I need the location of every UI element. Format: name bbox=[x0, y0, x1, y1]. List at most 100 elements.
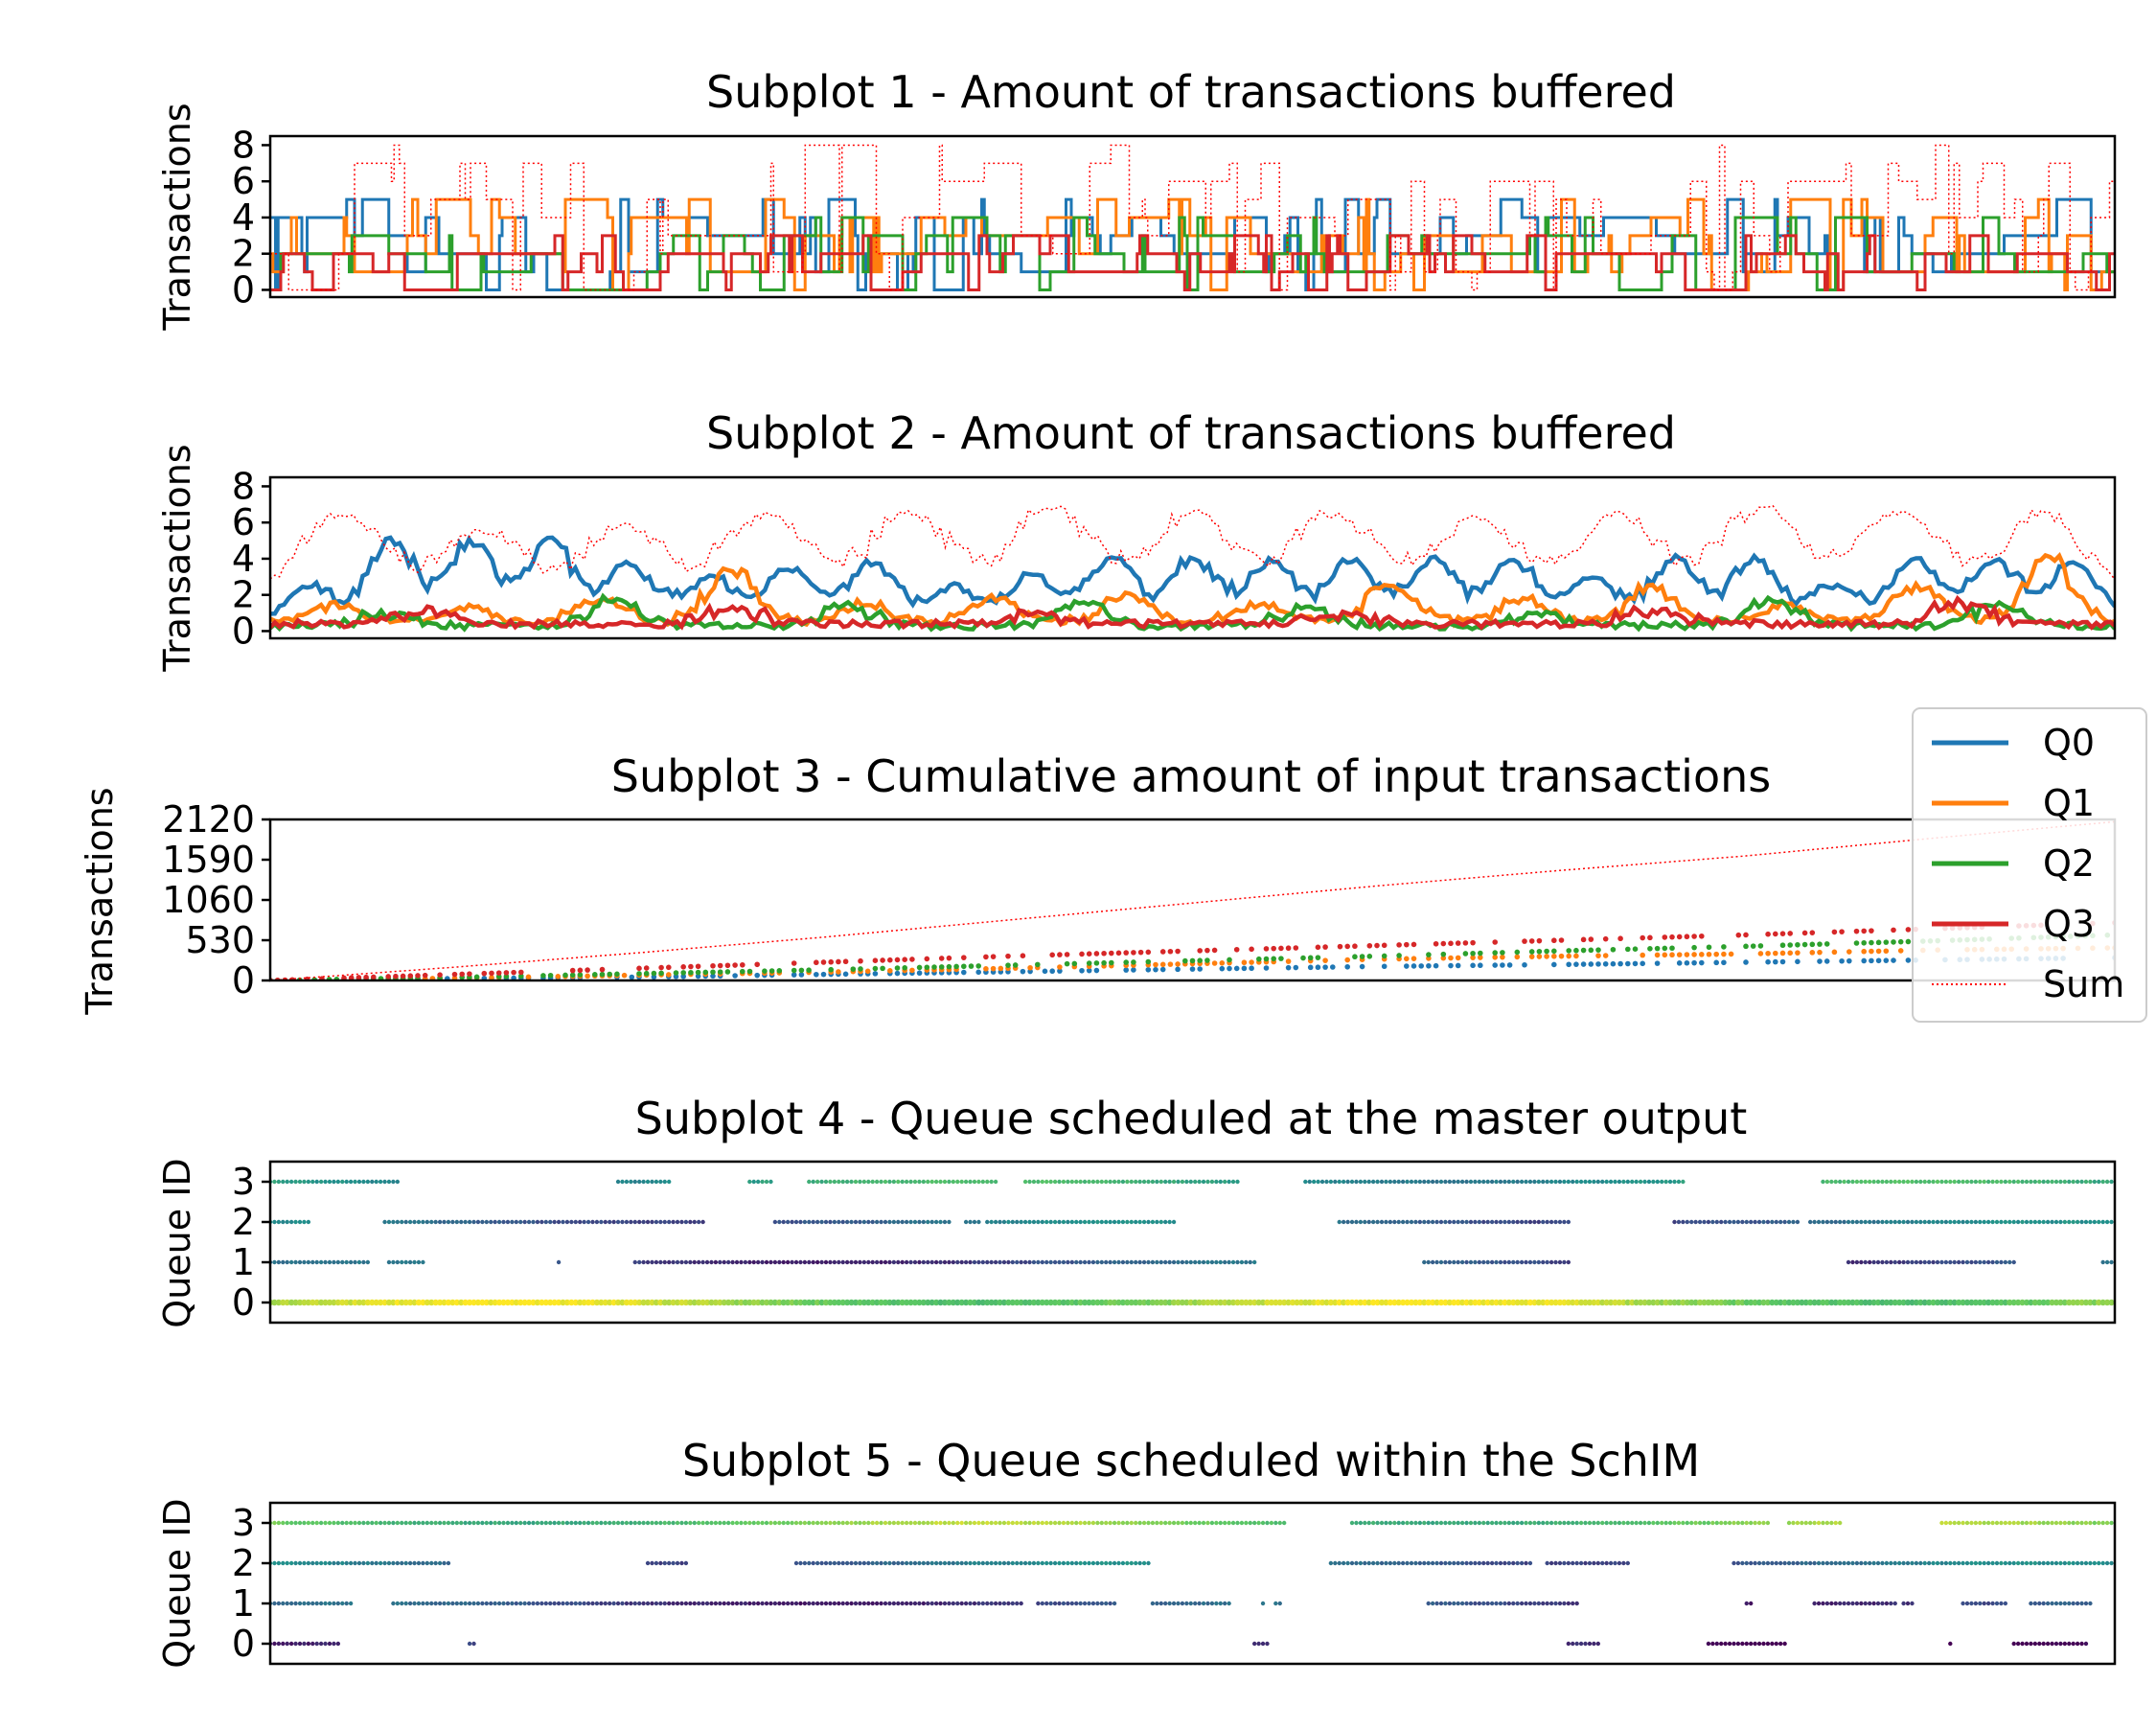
queue-0-dot bbox=[568, 1299, 575, 1306]
queue-2-dot bbox=[679, 1219, 684, 1225]
point-q3 bbox=[1433, 940, 1439, 947]
queue-2-dot bbox=[1786, 1219, 1792, 1225]
queue-1-dot bbox=[1158, 1259, 1163, 1265]
queue-1-dot bbox=[641, 1259, 646, 1265]
queue-0-dot bbox=[984, 1299, 991, 1306]
queue-0-dot bbox=[1073, 1299, 1080, 1306]
point-q0 bbox=[1713, 959, 1719, 966]
queue-2-dot bbox=[1613, 1560, 1617, 1566]
queue-1-dot bbox=[993, 1601, 998, 1606]
queue-0-dot bbox=[1518, 1299, 1525, 1306]
queue-3-dot bbox=[1116, 1179, 1121, 1185]
queue-3-dot bbox=[1205, 1179, 1210, 1185]
queue-2-dot bbox=[837, 1219, 841, 1225]
subplot-4-ylabel: Queue ID bbox=[156, 1158, 198, 1327]
point-q0 bbox=[916, 970, 923, 977]
queue-3-dot bbox=[692, 1520, 697, 1526]
queue-2-dot bbox=[1770, 1560, 1775, 1566]
queue-3-dot bbox=[382, 1179, 387, 1185]
point-q2 bbox=[1396, 953, 1402, 958]
queue-0-dot bbox=[2023, 1299, 2030, 1306]
queue-0-dot bbox=[1297, 1299, 1305, 1306]
queue-2-dot bbox=[1973, 1219, 1979, 1225]
queue-1-dot bbox=[1277, 1601, 1282, 1606]
queue-3-dot bbox=[2007, 1179, 2012, 1185]
queue-3-dot bbox=[980, 1179, 986, 1185]
queue-2-dot bbox=[1430, 1219, 1435, 1225]
y-tick-label: 2 bbox=[232, 1201, 255, 1243]
queue-2-dot bbox=[904, 1219, 909, 1225]
queue-2-dot bbox=[1791, 1219, 1796, 1225]
queue-3-dot bbox=[450, 1520, 455, 1526]
queue-1-dot bbox=[1880, 1601, 1885, 1606]
queue-1-dot bbox=[675, 1259, 680, 1265]
queue-1-dot bbox=[1087, 1259, 1091, 1265]
queue-2-dot bbox=[1354, 1560, 1359, 1566]
queue-2-dot bbox=[2075, 1219, 2080, 1225]
queue-1-dot bbox=[505, 1601, 511, 1606]
queue-3-dot bbox=[1040, 1179, 1045, 1185]
queue-1-dot bbox=[297, 1601, 303, 1606]
point-q2 bbox=[473, 974, 480, 980]
queue-0-dot bbox=[1806, 1299, 1814, 1306]
queue-2-dot bbox=[1689, 1219, 1694, 1225]
queue-2-dot bbox=[1681, 1219, 1686, 1225]
queue-1-dot bbox=[285, 1259, 289, 1265]
queue-1-dot bbox=[1821, 1601, 1825, 1606]
queue-2-dot bbox=[998, 1219, 1002, 1225]
queue-1-dot bbox=[1515, 1259, 1520, 1265]
point-q2 bbox=[924, 964, 930, 971]
queue-2-dot bbox=[650, 1219, 654, 1225]
queue-2-dot bbox=[1052, 1560, 1058, 1566]
queue-1-dot bbox=[874, 1259, 880, 1265]
queue-0-dot bbox=[1556, 1299, 1564, 1306]
queue-2-dot bbox=[620, 1219, 625, 1225]
point-q2 bbox=[717, 969, 723, 975]
queue-2-dot bbox=[1392, 1219, 1397, 1225]
point-q3 bbox=[1588, 936, 1594, 942]
queue-2-dot bbox=[1104, 1219, 1109, 1225]
queue-0-dot bbox=[449, 1299, 456, 1306]
queue-3-dot bbox=[2003, 1179, 2008, 1185]
queue-3-dot bbox=[1625, 1520, 1631, 1526]
queue-1-dot bbox=[1197, 1601, 1202, 1606]
queue-1-dot bbox=[400, 1601, 404, 1606]
queue-1-dot bbox=[450, 1601, 455, 1606]
queue-0-dot bbox=[768, 1299, 774, 1306]
queue-1-dot bbox=[1061, 1259, 1067, 1265]
queue-3-dot bbox=[1405, 1520, 1410, 1526]
queue-2-dot bbox=[2037, 1560, 2042, 1566]
queue-3-dot bbox=[811, 1179, 815, 1185]
queue-1-dot bbox=[858, 1259, 862, 1265]
queue-3-dot bbox=[933, 1520, 939, 1526]
queue-2-dot bbox=[1990, 1219, 1995, 1225]
point-q1 bbox=[1344, 957, 1350, 963]
queue-3-dot bbox=[1571, 1179, 1575, 1185]
queue-0-dot bbox=[742, 1299, 749, 1306]
queue-1-dot bbox=[718, 1601, 722, 1606]
point-q1 bbox=[1669, 952, 1675, 958]
queue-0-dot bbox=[1705, 1299, 1712, 1306]
queue-2-dot bbox=[1048, 1219, 1053, 1225]
queue-1-dot bbox=[594, 1601, 600, 1606]
queue-0-dot bbox=[754, 1299, 762, 1306]
queue-3-dot bbox=[1363, 1520, 1367, 1526]
point-q2 bbox=[1566, 948, 1571, 954]
queue-3-dot bbox=[1892, 1179, 1897, 1185]
point-q3 bbox=[1684, 934, 1690, 940]
queue-3-dot bbox=[917, 1179, 922, 1185]
queue-1-dot bbox=[1926, 1259, 1932, 1265]
point-q3 bbox=[842, 958, 849, 965]
queue-1-dot bbox=[1108, 1259, 1112, 1265]
queue-1-dot bbox=[980, 1601, 986, 1606]
point-q2 bbox=[1182, 957, 1188, 964]
point-q2 bbox=[961, 963, 967, 970]
queue-0-dot bbox=[432, 1299, 439, 1306]
queue-2-dot bbox=[671, 1219, 676, 1225]
queue-2-dot bbox=[844, 1560, 850, 1566]
queue-3-dot bbox=[1227, 1179, 1231, 1185]
queue-0-dot bbox=[1065, 1299, 1071, 1306]
point-q2 bbox=[931, 964, 937, 970]
queue-3-dot bbox=[904, 1179, 909, 1185]
queue-2-dot bbox=[858, 1219, 862, 1225]
